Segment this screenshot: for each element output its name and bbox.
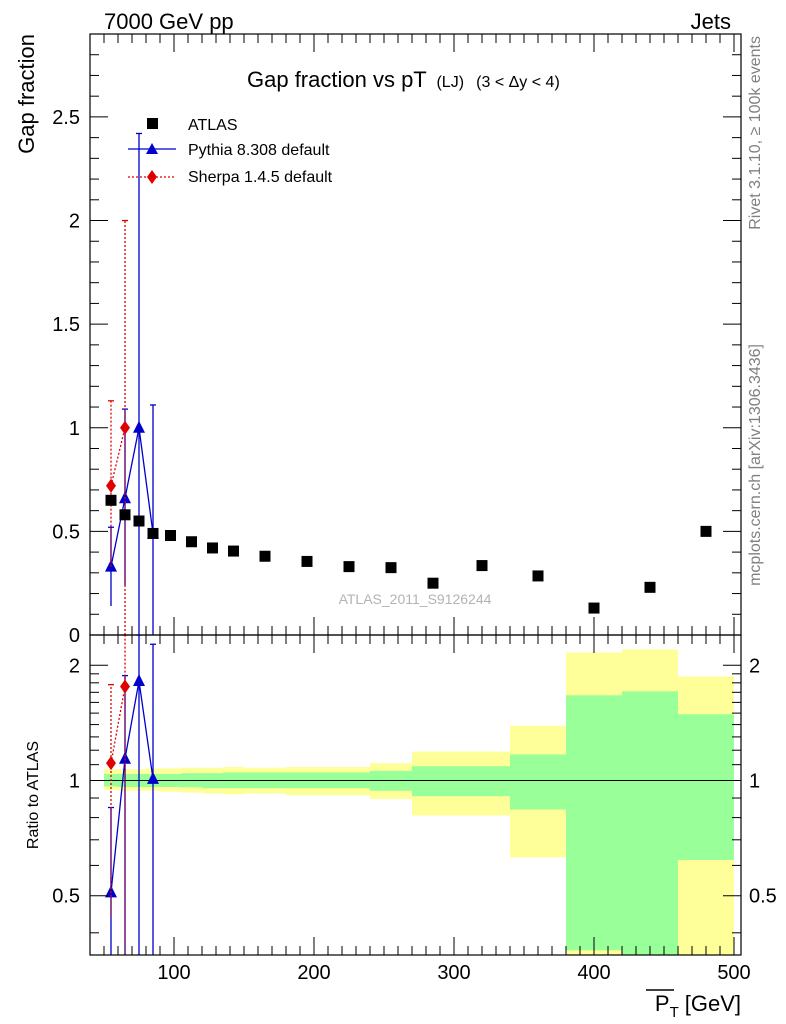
legend-marker-sherpa (147, 170, 157, 184)
main-panel: 0 0.5 1 1.5 2 2.5 Gap fraction Gap fraction v… (14, 33, 742, 647)
x-axis-label-sub: T (670, 1004, 679, 1021)
pythia-point (133, 420, 145, 433)
sherpa-point (106, 478, 116, 493)
ratio-sherpa-line (110, 686, 126, 764)
ratio-panel-ticks: 0.5 0.5 1 1 2 2 100 200 300 400 500 (52, 635, 777, 984)
sherpa-line (110, 427, 126, 486)
x-tick-label: 200 (297, 962, 330, 984)
atlas-point (186, 536, 197, 548)
y-tick-label: 2.5 (52, 107, 80, 129)
band-1sigma (622, 691, 678, 955)
chart-title: Gap fraction vs pT (LJ) (3 < Δy < 4) (247, 67, 560, 92)
atlas-point (259, 550, 271, 562)
ratio-y-tick-label: 0.5 (52, 886, 80, 908)
x-tick-label: 500 (717, 962, 750, 984)
y-tick-label: 1 (69, 418, 80, 440)
atlas-point (147, 527, 159, 539)
x-tick-label: 300 (437, 962, 470, 984)
legend-label-pythia: Pythia 8.308 default (188, 142, 330, 159)
x-tick-label: 100 (157, 962, 190, 984)
ratio-pythia-point (133, 673, 145, 686)
mcplots-label: mcplots.cern.ch [arXiv:1306.3436] (747, 344, 764, 586)
energy-label: 7000 GeV pp (104, 9, 234, 34)
atlas-point (119, 509, 131, 521)
main-panel-ticks: 0 0.5 1 1.5 2 2.5 (52, 34, 741, 647)
band-1sigma (412, 766, 510, 797)
ratio-y-axis-label: Ratio to ATLAS (25, 741, 42, 849)
ratio-y-tick-label: 2 (69, 655, 80, 677)
chart-title-main: Gap fraction vs pT (247, 67, 426, 92)
legend-label-atlas: ATLAS (188, 117, 238, 134)
atlas-point (427, 577, 439, 589)
ratio-y-tick-label-right: 2 (749, 655, 760, 677)
ratio-panel-data (105, 635, 159, 955)
pythia-line (110, 427, 154, 567)
atlas-point (105, 494, 117, 506)
x-tick-label: 400 (577, 962, 610, 984)
atlas-point (532, 570, 544, 582)
band-1sigma (566, 695, 622, 951)
atlas-point (165, 530, 176, 542)
chart-title-range: (3 < Δy < 4) (476, 74, 560, 91)
y-tick-label: 1.5 (52, 314, 80, 336)
main-panel-data (105, 132, 712, 635)
x-axis-label-main: P (655, 991, 670, 1016)
ratio-sherpa-point (120, 679, 130, 694)
atlas-point (588, 602, 600, 614)
ratio-pythia-line (110, 680, 154, 893)
ratio-panel: 0.5 0.5 1 1 2 2 100 200 300 400 500 Ratio to ATLAS… (25, 634, 777, 1021)
atlas-point (476, 560, 488, 572)
atlas-point (228, 545, 239, 557)
band-1sigma (678, 714, 734, 860)
atlas-point (700, 525, 712, 537)
process-label: Jets (691, 9, 731, 34)
ratio-y-tick-label: 1 (69, 771, 80, 793)
ratio-y-tick-label-right: 1 (749, 771, 760, 793)
legend-marker-atlas (147, 118, 158, 129)
ratio-pythia-point (147, 771, 159, 784)
atlas-point (343, 561, 355, 573)
y-tick-label: 0.5 (52, 521, 80, 543)
chart-title-sub: (LJ) (436, 74, 464, 91)
ratio-uncertainty-bands (104, 649, 734, 955)
ratio-pythia-point (119, 751, 131, 764)
ratio-panel-frame (89, 634, 742, 956)
atlas-point (133, 515, 145, 527)
atlas-point (301, 555, 313, 567)
band-1sigma (510, 754, 566, 810)
ratio-sherpa-point (106, 756, 116, 771)
legend-marker-pythia (146, 143, 158, 154)
y-tick-label: 0 (69, 625, 80, 647)
x-axis-label-unit: [GeV] (685, 991, 741, 1016)
legend-label-sherpa: Sherpa 1.4.5 default (188, 169, 333, 186)
atlas-point (207, 542, 218, 554)
analysis-watermark: ATLAS_2011_S9126244 (339, 591, 492, 607)
atlas-point (644, 581, 656, 593)
x-axis-label: PT [GeV] (655, 991, 741, 1021)
ratio-y-tick-label-right: 0.5 (749, 886, 777, 908)
y-axis-label: Gap fraction (14, 34, 39, 154)
atlas-point (385, 562, 397, 574)
y-tick-label: 2 (69, 211, 80, 233)
sherpa-point (120, 420, 130, 435)
rivet-label: Rivet 3.1.10, ≥ 100k events (747, 36, 764, 230)
legend: ATLAS Pythia 8.308 default Sherpa 1.4.5 … (128, 117, 333, 186)
